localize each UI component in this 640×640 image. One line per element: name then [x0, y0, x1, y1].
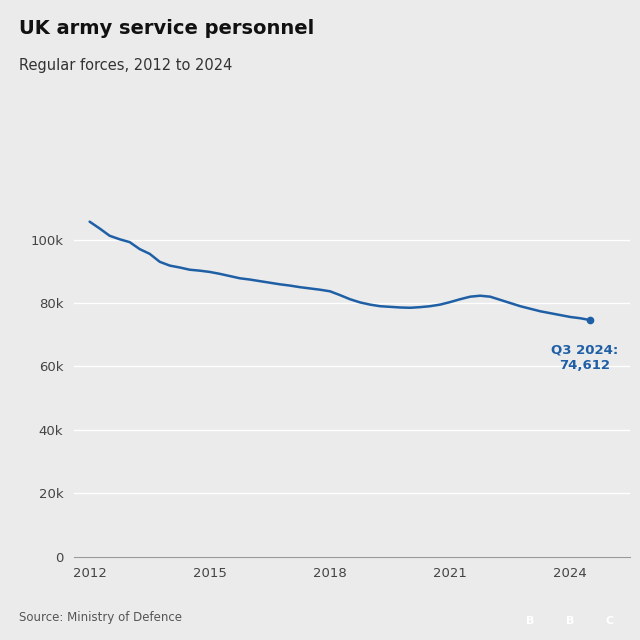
Text: B: B [526, 616, 535, 627]
Text: B: B [566, 616, 575, 627]
Text: Q3 2024:
74,612: Q3 2024: 74,612 [550, 344, 618, 372]
Text: Source: Ministry of Defence: Source: Ministry of Defence [19, 611, 182, 624]
Text: UK army service personnel: UK army service personnel [19, 19, 314, 38]
Text: C: C [606, 616, 614, 627]
Text: Regular forces, 2012 to 2024: Regular forces, 2012 to 2024 [19, 58, 232, 72]
